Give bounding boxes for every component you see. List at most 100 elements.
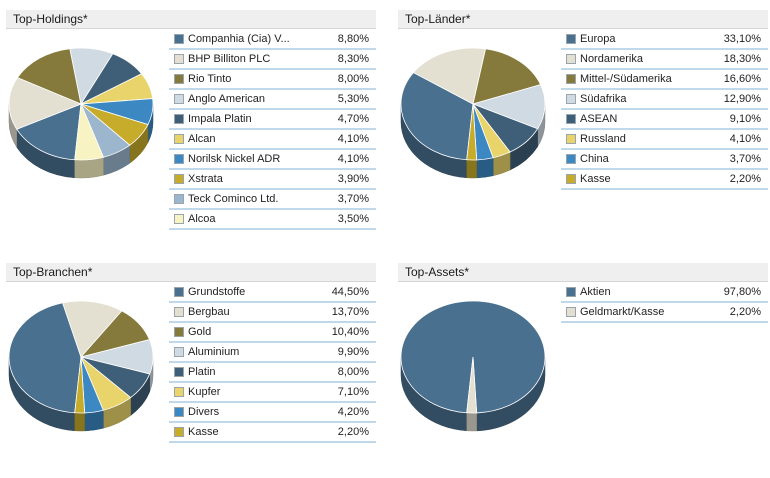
legend-value: 4,10%	[337, 153, 369, 165]
legend: Companhia (Cia) V... 8,80% BHP Billiton PL…	[169, 30, 376, 230]
pie-slice-3	[472, 48, 542, 105]
legend-item: Südafrika 12,90%	[561, 90, 768, 110]
legend-swatch	[174, 154, 184, 164]
legend-swatch	[174, 407, 184, 417]
legend-value: 10,40%	[331, 326, 369, 338]
pie-slice-2	[466, 356, 478, 414]
legend-label: Divers	[188, 406, 220, 418]
legend-item: Russland 4,10%	[561, 130, 768, 150]
legend-item: Mittel-/Südamerika 16,60%	[561, 70, 768, 90]
panel-top-branchen: Top-Branchen* Grundstoffe 44,50% Bergbau 13…	[6, 263, 376, 478]
legend-swatch	[566, 287, 576, 297]
legend-label: Aluminium	[188, 346, 240, 358]
legend-item: Anglo American 5,30%	[169, 90, 376, 110]
pie-slice-side	[84, 409, 104, 432]
legend-item: Aluminium 9,90%	[169, 343, 376, 363]
panel-title: Top-Holdings*	[6, 10, 376, 29]
legend-swatch	[566, 114, 576, 124]
legend-value: 44,50%	[331, 286, 369, 298]
legend-label: Companhia (Cia) V...	[188, 33, 290, 45]
legend-label: Nordamerika	[580, 53, 643, 65]
pie-slice-1	[8, 302, 82, 414]
legend-value: 4,70%	[337, 113, 369, 125]
legend-label: BHP Billiton PLC	[188, 53, 271, 65]
legend-label: Rio Tinto	[188, 73, 232, 85]
panel-title: Top-Assets*	[398, 263, 768, 282]
pie-slice-1	[16, 103, 82, 161]
legend-swatch	[174, 307, 184, 317]
legend-item: BHP Billiton PLC 8,30%	[169, 50, 376, 70]
legend-value: 8,80%	[337, 33, 369, 45]
pie-slice-8	[74, 356, 86, 414]
legend-item: Xstrata 3,90%	[169, 170, 376, 190]
legend-label: Europa	[580, 33, 616, 45]
legend-label: Bergbau	[188, 306, 230, 318]
legend-value: 4,10%	[729, 133, 761, 145]
legend-value: 2,20%	[337, 426, 369, 438]
legend-item: Companhia (Cia) V... 8,80%	[169, 30, 376, 50]
legend-swatch	[174, 327, 184, 337]
pie-chart	[400, 300, 546, 432]
legend-value: 4,10%	[337, 133, 369, 145]
legend: Aktien 97,80% Geldmarkt/Kasse 2,20%	[561, 283, 768, 323]
legend-value: 5,30%	[337, 93, 369, 105]
legend-label: China	[580, 153, 609, 165]
legend-label: Grundstoffe	[188, 286, 246, 298]
legend-swatch	[174, 427, 184, 437]
legend-label: Geldmarkt/Kasse	[580, 306, 665, 318]
legend: Europa 33,10% Nordamerika 18,30% Mittel-/Süd…	[561, 30, 768, 190]
legend-label: Russland	[580, 133, 626, 145]
legend-swatch	[566, 307, 576, 317]
legend-item: Kupfer 7,10%	[169, 383, 376, 403]
legend: Grundstoffe 44,50% Bergbau 13,70% Gold 10,40%…	[169, 283, 376, 443]
legend-value: 3,70%	[337, 193, 369, 205]
legend-swatch	[174, 114, 184, 124]
pie-chart	[8, 47, 154, 179]
legend-value: 3,90%	[337, 173, 369, 185]
pie-slice-2	[412, 47, 487, 105]
legend-value: 3,50%	[337, 213, 369, 225]
legend-item: Norilsk Nickel ADR 4,10%	[169, 150, 376, 170]
legend-swatch	[566, 74, 576, 84]
legend-label: Alcoa	[188, 213, 216, 225]
legend-item: China 3,70%	[561, 150, 768, 170]
pie-slice-4	[471, 84, 546, 130]
legend-swatch	[174, 387, 184, 397]
legend-swatch	[174, 74, 184, 84]
legend-value: 8,00%	[337, 366, 369, 378]
legend-swatch	[566, 134, 576, 144]
legend-label: Aktien	[580, 286, 611, 298]
legend-swatch	[174, 194, 184, 204]
legend-item: Grundstoffe 44,50%	[169, 283, 376, 303]
legend-value: 8,00%	[337, 73, 369, 85]
legend-label: Kasse	[580, 173, 611, 185]
legend-label: Kupfer	[188, 386, 221, 398]
legend-value: 16,60%	[723, 73, 761, 85]
legend-swatch	[566, 54, 576, 64]
pie-slice-8	[466, 103, 478, 161]
legend-label: Anglo American	[188, 93, 266, 105]
legend-swatch	[174, 214, 184, 224]
legend-item: Impala Platin 4,70%	[169, 110, 376, 130]
legend-swatch	[566, 34, 576, 44]
pie-slice-2	[62, 300, 123, 358]
legend-label: Südafrika	[580, 93, 627, 105]
legend-item: Gold 10,40%	[169, 323, 376, 343]
legend-item: Teck Cominco Ltd. 3,70%	[169, 190, 376, 210]
legend-item: Kasse 2,20%	[561, 170, 768, 190]
legend-swatch	[174, 54, 184, 64]
legend-value: 7,10%	[337, 386, 369, 398]
legend-value: 4,20%	[337, 406, 369, 418]
legend-label: Kasse	[188, 426, 219, 438]
panel-top-laender: Top-Länder* Europa 33,10% Nordamerika 18,30…	[398, 10, 768, 225]
legend-label: Platin	[188, 366, 216, 378]
pie-slice-10	[74, 102, 104, 161]
legend-item: Alcan 4,10%	[169, 130, 376, 150]
pie-slice-2	[8, 77, 83, 130]
legend-item: Nordamerika 18,30%	[561, 50, 768, 70]
panel-title: Top-Länder*	[398, 10, 768, 29]
legend-label: Gold	[188, 326, 212, 338]
legend-value: 2,20%	[729, 306, 761, 318]
legend-swatch	[174, 367, 184, 377]
legend-item: Divers 4,20%	[169, 403, 376, 423]
